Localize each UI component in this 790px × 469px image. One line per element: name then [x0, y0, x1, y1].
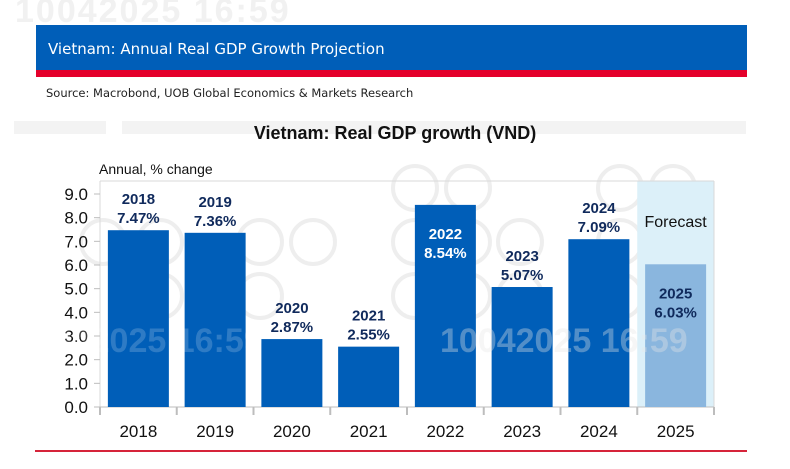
x-tick-label: 2019 — [196, 422, 234, 441]
chart-title: Vietnam: Real GDP growth (VND) — [253, 123, 537, 143]
forecast-label: Forecast — [645, 214, 708, 231]
data-label-year: 2018 — [122, 191, 155, 208]
page-title: Vietnam: Annual Real GDP Growth Projecti… — [48, 40, 385, 58]
x-tick-label: 2021 — [350, 422, 388, 441]
bar-2022 — [414, 204, 476, 407]
y-tick-label: 0.0 — [64, 398, 88, 417]
bar-2020 — [261, 339, 323, 407]
decor-band — [122, 121, 600, 134]
watermark-ring — [496, 218, 544, 266]
x-tick-label: 2024 — [580, 422, 618, 441]
y-tick-label: 3.0 — [64, 327, 88, 346]
data-label-year: 2023 — [505, 248, 538, 265]
bar-2025 — [645, 264, 707, 407]
x-tick-label: 2023 — [503, 422, 541, 441]
header-red-stripe — [36, 70, 747, 77]
data-label-year: 2019 — [198, 194, 231, 211]
bar-2018 — [107, 230, 169, 407]
data-label-value: 8.54% — [424, 245, 467, 262]
y-tick-label: 6.0 — [64, 256, 88, 275]
watermark-ring — [391, 164, 439, 212]
y-tick-label: 2.0 — [64, 351, 88, 370]
data-label-year: 2021 — [352, 308, 385, 325]
y-tick-label: 1.0 — [64, 374, 88, 393]
x-tick-label: 2022 — [426, 422, 464, 441]
decor-band — [590, 121, 746, 134]
data-label-year: 2024 — [582, 200, 616, 217]
data-label-value: 2.55% — [347, 327, 390, 344]
source-note: Source: Macrobond, UOB Global Economics … — [46, 86, 414, 100]
bar-2023 — [491, 287, 553, 407]
data-label-value: 5.07% — [501, 267, 544, 284]
x-tick-label: 2018 — [119, 422, 157, 441]
data-label-value: 7.47% — [117, 210, 160, 227]
bottom-red-rule — [35, 450, 747, 452]
data-label-value: 2.87% — [271, 319, 314, 336]
data-label-year: 2020 — [275, 300, 308, 317]
data-label-year: 2022 — [429, 226, 462, 243]
data-label-value: 6.03% — [654, 304, 697, 321]
watermark-text: 10042025 16:59 — [15, 322, 263, 360]
data-label-value: 7.36% — [194, 213, 237, 230]
y-tick-label: 8.0 — [64, 209, 88, 228]
y-tick-label: 5.0 — [64, 280, 88, 299]
y-axis-unit-label: Annual, % change — [99, 161, 213, 177]
x-tick-label: 2020 — [273, 422, 311, 441]
y-tick-label: 9.0 — [64, 185, 88, 204]
watermark-ring — [444, 164, 492, 212]
y-tick-label: 7.0 — [64, 232, 88, 251]
decor-band — [14, 121, 106, 134]
watermark-ring — [289, 218, 337, 266]
bar-2019 — [184, 232, 246, 407]
y-tick-label: 4.0 — [64, 303, 88, 322]
bar-2021 — [338, 346, 400, 407]
x-tick-label: 2025 — [657, 422, 695, 441]
watermark-text: 10042025 16:59 — [440, 322, 688, 360]
data-label-year: 2025 — [659, 285, 692, 302]
data-label-value: 7.09% — [578, 219, 621, 236]
header-band — [36, 25, 747, 70]
bar-2024 — [568, 239, 630, 407]
